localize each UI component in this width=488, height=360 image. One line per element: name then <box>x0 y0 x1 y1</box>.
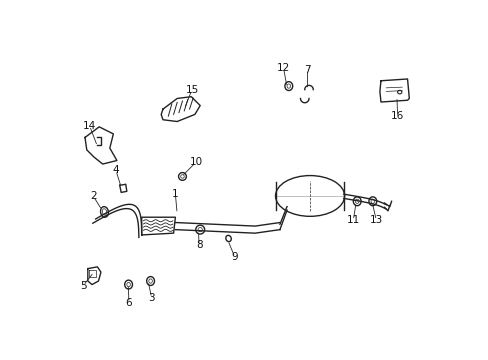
Text: 5: 5 <box>80 281 86 291</box>
Text: 8: 8 <box>195 240 202 250</box>
Text: 14: 14 <box>83 121 96 131</box>
Text: 11: 11 <box>346 215 359 225</box>
Text: 15: 15 <box>185 85 198 95</box>
Text: 9: 9 <box>231 252 238 262</box>
Text: 3: 3 <box>148 293 155 303</box>
Text: 4: 4 <box>112 165 119 175</box>
Text: 10: 10 <box>189 157 202 167</box>
Text: 7: 7 <box>304 65 310 75</box>
Text: 6: 6 <box>125 298 132 308</box>
Text: 1: 1 <box>172 189 178 199</box>
Text: 16: 16 <box>390 111 404 121</box>
Text: 2: 2 <box>90 191 96 201</box>
Text: 12: 12 <box>276 63 289 73</box>
Text: 13: 13 <box>369 215 382 225</box>
